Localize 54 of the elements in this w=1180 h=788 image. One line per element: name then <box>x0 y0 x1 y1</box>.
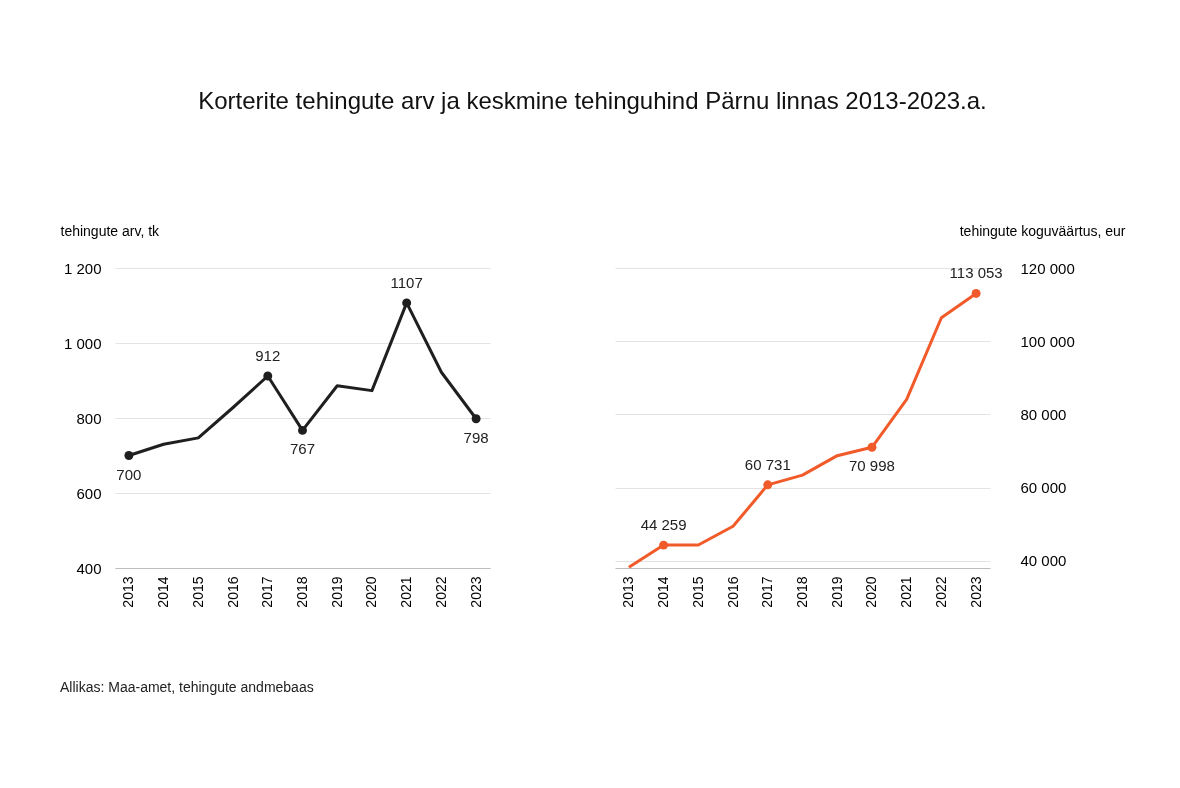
data-label: 1107 <box>390 273 423 291</box>
x-tick-label: 2022 <box>932 576 949 608</box>
x-tick-label: 2017 <box>259 576 276 608</box>
x-tick-label: 2014 <box>155 576 172 608</box>
data-label: 70 998 <box>849 457 895 475</box>
x-tick-label: 2021 <box>898 576 915 608</box>
x-tick-label: 2019 <box>828 576 845 608</box>
x-tick-label: 2021 <box>398 576 415 608</box>
x-tick-label: 2020 <box>363 576 380 608</box>
point <box>402 298 412 308</box>
data-label: 798 <box>463 428 489 446</box>
y-tick-label: 120 000 <box>1020 259 1075 277</box>
text: Allikas: Maa-amet, tehingute andmebaas <box>60 679 314 695</box>
data-label: 60 731 <box>744 455 791 473</box>
x-tick-label: 2023 <box>467 576 484 608</box>
data-label: 912 <box>255 347 281 364</box>
y-tick-label: 600 <box>76 484 102 502</box>
point <box>971 288 981 298</box>
x-tick-label: 2014 <box>655 576 672 608</box>
data-label: 44 259 <box>640 516 687 534</box>
data-label: 113 053 <box>949 264 1003 282</box>
x-tick-label: 2020 <box>863 576 880 608</box>
point <box>263 371 273 381</box>
y-tick-label: 800 <box>76 409 102 427</box>
text: Korterite tehingute arv ja keskmine tehinguhind Pärnu linnas 2013-2023.a. <box>198 87 987 114</box>
x-tick-label: 2016 <box>724 576 741 608</box>
x-tick-label: 2017 <box>759 576 776 608</box>
x-tick-label: 2022 <box>432 576 449 608</box>
point <box>867 442 877 452</box>
y-tick-label: 1 200 <box>63 259 102 277</box>
y-tick-label: 60 000 <box>1020 479 1067 497</box>
y-tick-label: 1 000 <box>63 334 102 352</box>
data-label: 700 <box>116 465 142 483</box>
point <box>471 414 481 424</box>
x-tick-label: 2013 <box>120 576 137 608</box>
x-tick-label: 2016 <box>224 576 241 608</box>
data-label: 767 <box>289 440 316 458</box>
y-axis-title: tehingute koguväärtus, eur <box>959 222 1126 239</box>
x-tick-label: 2013 <box>620 576 637 608</box>
x-tick-label: 2018 <box>294 576 310 608</box>
point <box>763 480 773 490</box>
y-axis-title: tehingute arv, tk <box>60 222 161 239</box>
y-tick-label: 400 <box>76 559 102 577</box>
point <box>124 451 134 460</box>
x-tick-label: 2018 <box>794 576 810 608</box>
point <box>298 425 307 435</box>
y-tick-label: 100 000 <box>1020 332 1075 350</box>
y-tick-label: 80 000 <box>1020 405 1067 423</box>
x-tick-label: 2015 <box>689 576 706 608</box>
point <box>659 540 669 550</box>
x-tick-label: 2015 <box>189 576 206 608</box>
y-tick-label: 40 000 <box>1020 552 1067 570</box>
x-tick-label: 2023 <box>967 576 984 608</box>
x-tick-label: 2019 <box>328 576 345 608</box>
